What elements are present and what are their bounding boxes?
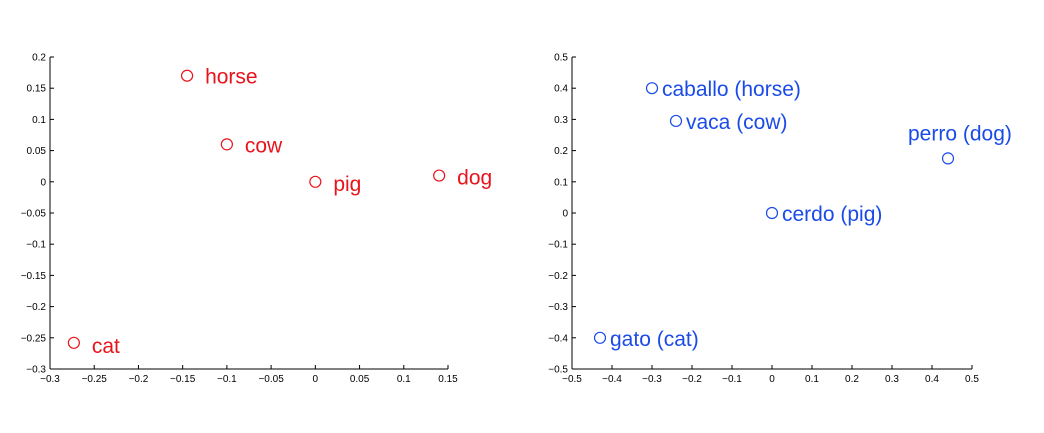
data-point	[765, 206, 779, 220]
scatter-plot-spanish: −0.5 −0.4 −0.3 −0.2 −0.1 0 0.1 0.2 0.3 0.4 0.5 −0.5…	[548, 53, 1012, 386]
data-point-label: caballo (horse)	[662, 78, 801, 101]
y-tick-label: 0	[562, 209, 568, 220]
y-tick-label: −0.2	[26, 302, 46, 313]
y-tick-label: −0.1	[26, 240, 46, 251]
data-point	[645, 82, 659, 95]
x-tick-label: −0.25	[82, 374, 108, 385]
y-tick-label: 0.4	[554, 84, 568, 95]
data-point	[67, 336, 80, 349]
data-point-label: pig	[333, 173, 361, 196]
x-tick-label: −0.1	[722, 374, 742, 385]
x-tick-label: −0.1	[217, 374, 237, 385]
y-tick-label: −0.05	[21, 209, 47, 220]
x-tick-label: 0.2	[845, 374, 859, 385]
y-tick-label: 0.1	[32, 115, 46, 126]
x-tick-label: −0.2	[682, 374, 702, 385]
data-point	[593, 331, 607, 344]
y-tick-label: 0	[40, 177, 46, 188]
data-point	[220, 138, 233, 151]
data-point-label: vaca (cow)	[686, 111, 788, 134]
x-tick-label: 0	[769, 374, 775, 385]
x-tick-label: 0	[313, 374, 319, 385]
y-tick-label: −0.4	[548, 333, 568, 344]
y-tick-label: −0.1	[548, 240, 568, 251]
x-tick-label: 0.4	[925, 374, 939, 385]
x-tick-label: 0.05	[350, 374, 370, 385]
x-tick-label: −0.5	[562, 374, 582, 385]
x-tick-label: −0.05	[258, 374, 284, 385]
x-tick-label: 0.1	[397, 374, 411, 385]
data-point-label: cat	[92, 335, 120, 358]
y-tick-label: −0.3	[548, 302, 568, 313]
scatter-plot-english: −0.3 −0.25 −0.2 −0.15 −0.1 −0.05 0 0.05 0.1 0.15 −…	[21, 53, 493, 386]
x-tick-label: 0.3	[885, 374, 899, 385]
y-tick-label: 0.5	[554, 53, 568, 64]
data-point-label: perro (dog)	[908, 122, 1012, 145]
data-point	[433, 169, 446, 182]
x-tick-label: −0.15	[170, 374, 196, 385]
data-point	[669, 114, 683, 128]
data-point-label: cerdo (pig)	[782, 203, 882, 226]
data-point	[941, 152, 955, 165]
x-tick-label: 0.5	[965, 374, 979, 385]
data-point-label: cow	[245, 134, 283, 157]
y-tick-label: −0.5	[548, 365, 568, 376]
data-point-label: horse	[205, 66, 258, 89]
y-tick-label: 0.05	[27, 146, 47, 157]
y-tick-label: 0.2	[554, 146, 568, 157]
x-tick-label: 0.15	[438, 374, 458, 385]
x-tick-label: −0.4	[602, 374, 622, 385]
data-point-label: gato (cat)	[610, 328, 699, 351]
y-tick-label: −0.2	[548, 271, 568, 282]
data-point	[180, 69, 194, 82]
y-tick-label: 0.1	[554, 177, 568, 188]
y-tick-label: 0.15	[27, 84, 47, 95]
x-tick-label: 0.1	[805, 374, 819, 385]
y-tick-label: −0.3	[26, 365, 46, 376]
data-point-label: dog	[457, 167, 492, 190]
y-tick-label: 0.2	[32, 53, 46, 64]
y-tick-label: −0.15	[21, 271, 47, 282]
data-point	[309, 175, 322, 188]
y-tick-label: 0.3	[554, 115, 568, 126]
x-tick-label: −0.3	[642, 374, 662, 385]
x-tick-label: −0.3	[40, 374, 60, 385]
y-tick-label: −0.25	[21, 333, 47, 344]
x-tick-label: −0.2	[129, 374, 149, 385]
